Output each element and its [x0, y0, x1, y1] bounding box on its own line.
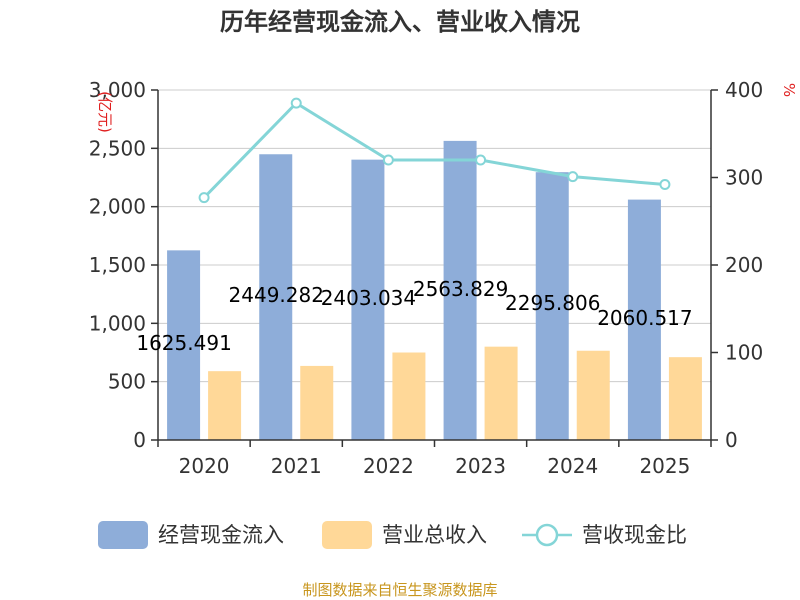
bar-data-label: 2403.034	[321, 286, 416, 310]
left-axis-tick-label: 1,000	[89, 311, 146, 335]
bar-cash-inflow	[627, 199, 661, 440]
legend-label: 经营现金流入	[158, 523, 284, 547]
bar-data-label: 1625.491	[136, 331, 231, 355]
line-revenue-cash-ratio	[203, 101, 666, 199]
bar-data-label: 2449.282	[229, 283, 324, 307]
legend-marker	[535, 523, 559, 547]
line-point	[382, 154, 394, 166]
right-axis-tick-label: 400	[725, 78, 763, 102]
x-axis-tick-label: 2022	[363, 454, 414, 478]
bar-data-label: 2563.829	[413, 277, 508, 301]
bar-cash-inflow	[167, 250, 201, 440]
legend-label: 营收现金比	[582, 523, 687, 547]
legend-swatch	[322, 521, 372, 549]
left-axis-tick-label: 2,000	[89, 195, 146, 219]
legend: 经营现金流入 营业总收入 营收现金比	[98, 521, 687, 549]
x-axis-tick-label: 2023	[455, 454, 506, 478]
left-axis-unit: (亿元)	[96, 91, 114, 133]
data-source-note: 制图数据来自恒生聚源数据库	[302, 581, 497, 599]
x-axis-tick-label: 2020	[179, 454, 230, 478]
line-point	[198, 192, 210, 204]
line-layer	[198, 97, 671, 204]
bar-cash-inflow	[259, 154, 293, 440]
bar-cash-inflow	[443, 140, 477, 441]
bar-data-label: 2060.517	[597, 306, 692, 330]
line-point	[659, 179, 671, 190]
bar-revenue	[668, 357, 702, 440]
line-point	[290, 97, 302, 109]
right-axis-tick-label: 200	[725, 253, 763, 277]
bar-layer	[167, 140, 702, 441]
bar-data-label: 2295.806	[505, 291, 600, 315]
line-point	[567, 171, 579, 183]
right-axis-unit: %	[780, 83, 798, 97]
right-axis-tick-label: 300	[725, 166, 763, 190]
bar-revenue	[300, 365, 334, 440]
line-point	[475, 154, 487, 166]
chart-title: 历年经营现金流入、营业收入情况	[220, 8, 580, 36]
left-axis-tick-label: 2,500	[89, 136, 146, 160]
bar-revenue	[392, 352, 426, 440]
right-axis-tick-label: 0	[725, 428, 738, 452]
left-axis-tick-label: 500	[108, 370, 146, 394]
right-axis-tick-label: 100	[725, 341, 763, 365]
left-axis-tick-label: 3,000	[89, 78, 146, 102]
bar-revenue	[208, 371, 242, 440]
bar-cash-inflow	[351, 159, 385, 440]
left-axis-tick-label: 1,500	[89, 253, 146, 277]
x-axis-tick-label: 2024	[547, 454, 598, 478]
left-axis-tick-label: 0	[133, 428, 146, 452]
axis-layer: 0 500 1,000 1,500 2,000 2,500 3,000 0 100 200 300 4…	[89, 78, 798, 478]
bar-revenue	[484, 346, 518, 440]
bar-revenue	[576, 350, 610, 440]
data-label-layer: 1625.491 2449.2822403.0342563.8292295.806…	[136, 277, 692, 355]
x-axis-tick-label: 2021	[271, 454, 322, 478]
legend-label: 营业总收入	[382, 523, 487, 547]
x-axis-tick-label: 2025	[639, 454, 690, 478]
legend-swatch	[98, 521, 148, 549]
bar-cash-inflow	[535, 172, 569, 441]
